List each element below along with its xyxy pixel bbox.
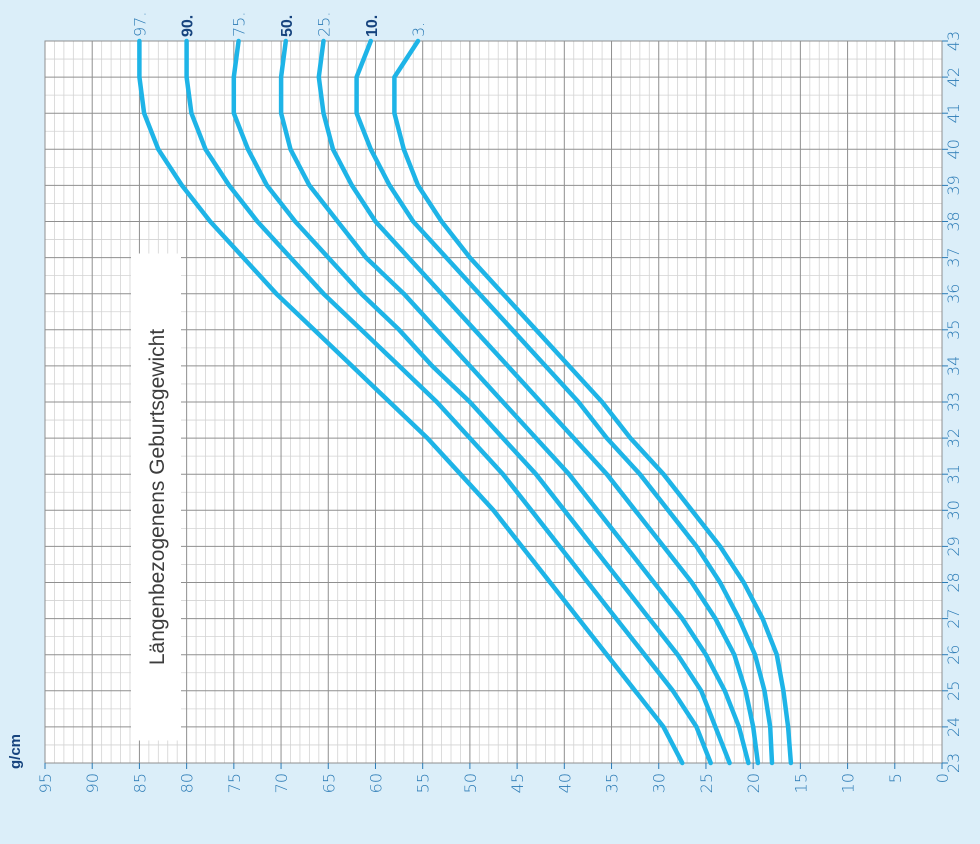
value-tick-label: 55 (414, 773, 433, 793)
week-tick-label: 24 (944, 717, 963, 737)
value-tick-label: 45 (508, 773, 527, 793)
value-tick-label: 40 (555, 773, 574, 793)
week-tick-label: 34 (944, 356, 963, 376)
value-tick-label: 50 (461, 773, 480, 793)
series-label-75: 75. (230, 12, 249, 37)
title-box (131, 253, 181, 741)
percentile-curve-25 (316, 38, 761, 766)
percentile-curve-97 (137, 38, 685, 766)
week-tick-label: 28 (944, 572, 963, 592)
percentile-curve-75 (231, 38, 732, 766)
value-tick-label: 30 (650, 773, 669, 793)
value-tick-label: 10 (839, 773, 858, 793)
week-tick-label: 42 (944, 67, 963, 87)
value-tick-label: 70 (272, 773, 291, 793)
series-label-3: 3. (409, 22, 428, 37)
series-label-97: 97. (130, 12, 149, 37)
value-tick-label: 60 (366, 773, 385, 793)
week-tick-label: 38 (944, 211, 963, 231)
week-tick-label: 31 (944, 464, 963, 484)
week-tick-label: 33 (944, 392, 963, 412)
percentile-curve-3 (392, 38, 794, 766)
week-tick-label: 43 (944, 31, 963, 51)
value-tick-label: 35 (603, 773, 622, 793)
week-tick-label: 40 (944, 139, 963, 159)
series-label-10: 10. (364, 15, 381, 37)
percentile-curve-90 (184, 38, 713, 766)
week-tick-label: 30 (944, 500, 963, 520)
series-label-90: 90. (180, 15, 197, 37)
value-tick-label: 90 (83, 773, 102, 793)
value-tick-label: 65 (319, 773, 338, 793)
week-tick-label: 41 (944, 103, 963, 123)
percentile-curve-10 (354, 38, 775, 766)
chart-title: Längenbezogenens Geburtsgewicht (146, 329, 169, 665)
value-tick-label: 85 (130, 773, 149, 793)
value-tick-label: 80 (178, 773, 197, 793)
series-label-50: 50. (279, 15, 296, 37)
value-tick-label: 25 (697, 773, 716, 793)
week-tick-label: 26 (944, 645, 963, 665)
value-tick-label: 0 (933, 773, 952, 783)
week-tick-label: 36 (944, 284, 963, 304)
week-tick-label: 27 (944, 608, 963, 628)
value-tick-label: 20 (744, 773, 763, 793)
week-tick-label: 23 (944, 753, 963, 773)
week-tick-label: 39 (944, 175, 963, 195)
value-tick-label: 15 (791, 773, 810, 793)
week-tick-label: 37 (944, 247, 963, 267)
series-label-25: 25. (315, 12, 334, 37)
value-tick-label: 5 (886, 773, 905, 783)
value-tick-label: 75 (225, 773, 244, 793)
percentile-curve-50 (278, 38, 751, 766)
week-tick-label: 32 (944, 428, 963, 448)
week-tick-label: 25 (944, 681, 963, 701)
week-tick-label: 35 (944, 320, 963, 340)
week-tick-label: 29 (944, 536, 963, 556)
percentile-curves (137, 38, 794, 766)
tick-marks (44, 40, 948, 769)
unit-label: g/cm (7, 734, 24, 769)
value-tick-label: 95 (36, 773, 55, 793)
